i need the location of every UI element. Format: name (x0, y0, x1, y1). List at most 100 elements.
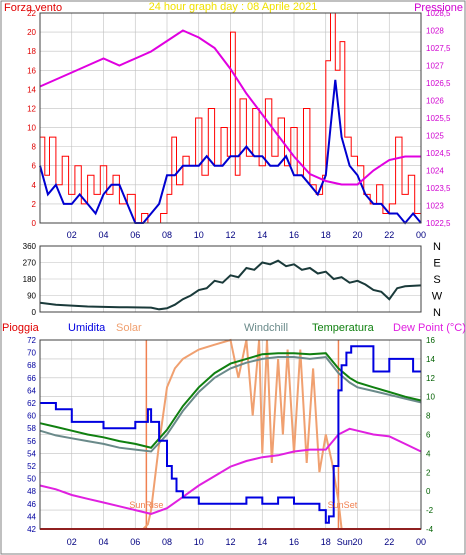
temperature-tick-label: 2 (426, 468, 431, 477)
temperature-tick-label: 14 (426, 355, 435, 364)
humidity-tick-label: 58 (27, 424, 36, 433)
humidity-line (40, 345, 421, 524)
pressure-tick-label: 1025,5 (426, 114, 451, 123)
temperature-line (39, 352, 422, 449)
pressure-line (39, 29, 421, 186)
wind-tick-label: 8 (32, 143, 37, 152)
chart-legend: Pioggia Umidita Solar Windchill Temperatura D… (2, 322, 466, 334)
sunrise-label: SunRise (129, 500, 163, 510)
humidity-tick-label: 48 (27, 487, 36, 496)
wind-tick-label: 4 (32, 181, 37, 190)
humidity-tick-label: 62 (27, 399, 36, 408)
humidity-tick-label: 56 (27, 437, 36, 446)
wind-gust-line (40, 12, 422, 224)
sunset-label: SunSet (328, 500, 358, 510)
temperature-plot-frame (39, 339, 422, 530)
wind-direction-line (39, 259, 422, 311)
compass-label: S (433, 274, 440, 286)
temperature-tick-label: 16 (426, 336, 435, 345)
legend-item: Umidita (68, 322, 106, 334)
humidity-tick-label: 42 (27, 525, 36, 534)
wind-average-line (39, 79, 422, 225)
compass-label: N (433, 241, 441, 253)
wind-x-tick-label: 08 (162, 230, 172, 240)
wind-x-tick-label: 02 (67, 230, 77, 240)
compass-label: W (432, 291, 443, 303)
pressure-tick-label: 1026 (426, 97, 444, 106)
legend-item: Temperatura (312, 322, 375, 334)
temperature-x-tick-label: 12 (225, 537, 235, 547)
wind-tick-label: 14 (27, 85, 36, 94)
temperature-x-tick-label: 22 (384, 537, 394, 547)
humidity-tick-label: 44 (27, 512, 36, 521)
pressure-tick-label: 1026,5 (426, 79, 451, 88)
humidity-tick-label: 52 (27, 462, 36, 471)
temperature-series (39, 338, 422, 530)
temperature-tick-label: 6 (426, 431, 431, 440)
wind-tick-label: 10 (27, 124, 36, 133)
pressure-tick-label: 1022,5 (426, 219, 451, 228)
temperature-tick-label: 0 (426, 487, 431, 496)
temperature-tick-label: -2 (426, 506, 434, 515)
wind-x-tick-label: 12 (225, 230, 235, 240)
wind-x-tick-label: 00 (416, 230, 426, 240)
temperature-tick-label: 4 (426, 449, 431, 458)
temperature-x-tick-label: 14 (257, 537, 267, 547)
wind-tick-label: 18 (27, 47, 36, 56)
temperature-tick-label: 8 (426, 412, 431, 421)
legend-item: Pioggia (2, 322, 40, 334)
wind-x-tick-label: 20 (352, 230, 362, 240)
wind-x-tick-label: 16 (289, 230, 299, 240)
wind-tick-label: 12 (27, 104, 36, 113)
wind-tick-label: 20 (27, 28, 36, 37)
humidity-tick-label: 68 (27, 361, 36, 370)
temperature-x-tick-label: 16 (289, 537, 299, 547)
solar-line (40, 338, 421, 530)
sun-annotations: SunRise SunSet (129, 500, 357, 510)
temperature-x-tick-label: 02 (67, 537, 77, 547)
humidity-tick-label: 66 (27, 374, 36, 383)
temperature-tick-label: -4 (426, 525, 434, 534)
temperature-x-tick-label: 04 (98, 537, 108, 547)
direction-tick-label: 180 (23, 275, 37, 284)
pressure-tick-label: 1023 (426, 202, 444, 211)
legend-item: Dew Point (°C) (393, 322, 466, 334)
wind-tick-label: 0 (32, 219, 37, 228)
compass-label: N (433, 307, 441, 319)
dew-point-line (39, 427, 422, 515)
direction-tick-label: 0 (32, 308, 37, 317)
temperature-x-tick-label: 08 (162, 537, 172, 547)
humidity-ticks: 42 44 46 48 50 52 54 56 58 60 62 64 66 68 70 72 (27, 336, 36, 534)
temperature-ticks: -4 -2 0 2 4 6 8 10 12 14 16 (426, 336, 435, 534)
humidity-tick-label: 70 (27, 349, 36, 358)
pressure-y-label: Pressione (414, 2, 463, 14)
direction-plot-frame (39, 245, 422, 313)
wind-tick-label: 6 (32, 162, 37, 171)
pressure-tick-label: 1027 (426, 62, 444, 71)
direction-tick-label: 90 (27, 292, 36, 301)
temperature-x-tick-label: 10 (194, 537, 204, 547)
pressure-tick-label: 1027,5 (426, 44, 451, 53)
pressure-tick-label: 1024,5 (426, 149, 451, 158)
humidity-tick-label: 64 (27, 386, 36, 395)
legend-item: Solar (116, 322, 142, 334)
wind-tick-label: 22 (27, 9, 36, 18)
pressure-tick-label: 1024 (426, 167, 444, 176)
wind-tick-label: 2 (32, 200, 37, 209)
windchill-line (39, 355, 422, 453)
humidity-tick-label: 46 (27, 500, 36, 509)
chart-title: 24 hour graph day : 08 Aprile 2021 (149, 1, 318, 13)
wind-right-ticks: 1022,5 1023 1023,5 1024 1024,5 1025 1025,5 1026… (426, 9, 451, 228)
humidity-tick-label: 60 (27, 412, 36, 421)
wind-left-ticks: 0 2 4 6 8 10 12 14 16 18 20 22 (27, 9, 36, 228)
wind-series (39, 12, 422, 225)
direction-series (39, 259, 422, 311)
temperature-tick-label: 12 (426, 374, 435, 383)
temperature-x-tick-label: 18 (321, 537, 331, 547)
